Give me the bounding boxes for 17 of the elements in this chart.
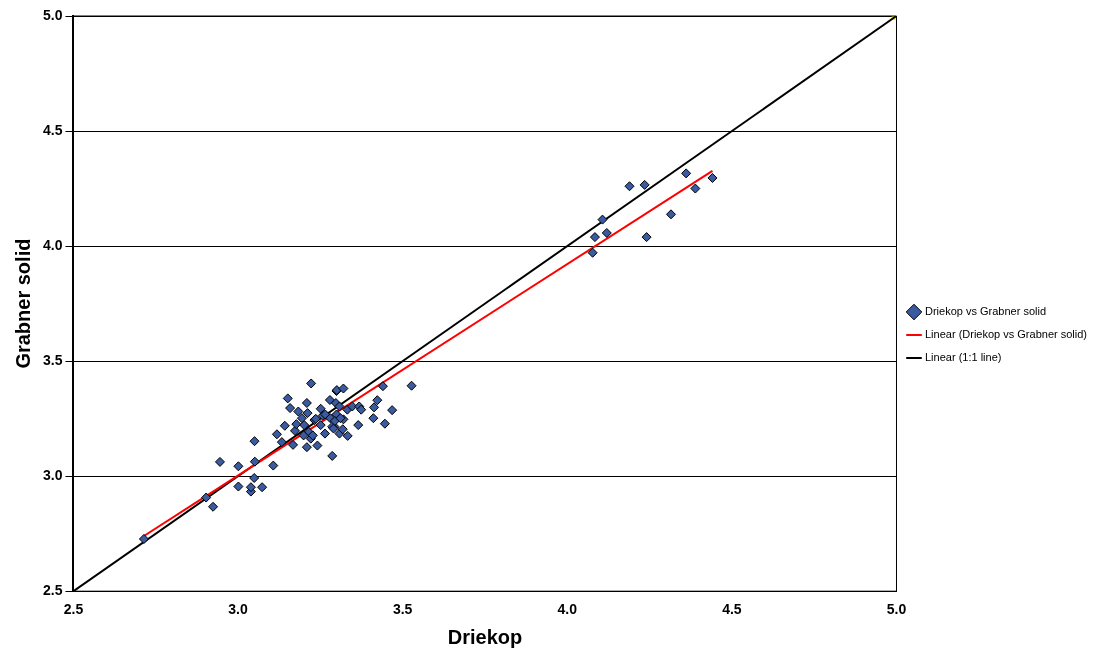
legend-label: Linear (1:1 line) [924,351,1002,364]
x-axis-title: Driekop [447,625,523,648]
x-tick-label: 2.5 [63,601,84,618]
y-tick-label: 4.5 [42,121,63,138]
y-axis-title: Grabner solid [11,238,34,369]
x-tick-label: 3.0 [228,601,249,618]
y-tick-label: 4.0 [42,236,63,253]
x-tick-label: 5.0 [886,601,907,618]
y-tick-label: 3.0 [42,467,63,484]
x-tick-label: 4.0 [557,601,578,618]
y-tick-label: 5.0 [42,6,63,23]
legend-label: Driekop vs Grabner solid [924,305,1047,318]
x-tick-label: 4.5 [722,601,742,618]
y-tick-label: 2.5 [42,582,63,599]
x-tick-label: 3.5 [392,601,413,618]
legend-label: Linear (Driekop vs Grabner solid) [924,328,1088,341]
y-tick-label: 3.5 [42,351,63,368]
